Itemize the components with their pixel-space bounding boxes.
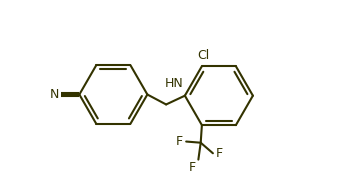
Text: F: F (188, 161, 196, 174)
Text: Cl: Cl (197, 49, 209, 62)
Text: HN: HN (165, 77, 184, 90)
Text: N: N (49, 88, 59, 101)
Text: F: F (216, 147, 223, 160)
Text: F: F (176, 135, 183, 148)
